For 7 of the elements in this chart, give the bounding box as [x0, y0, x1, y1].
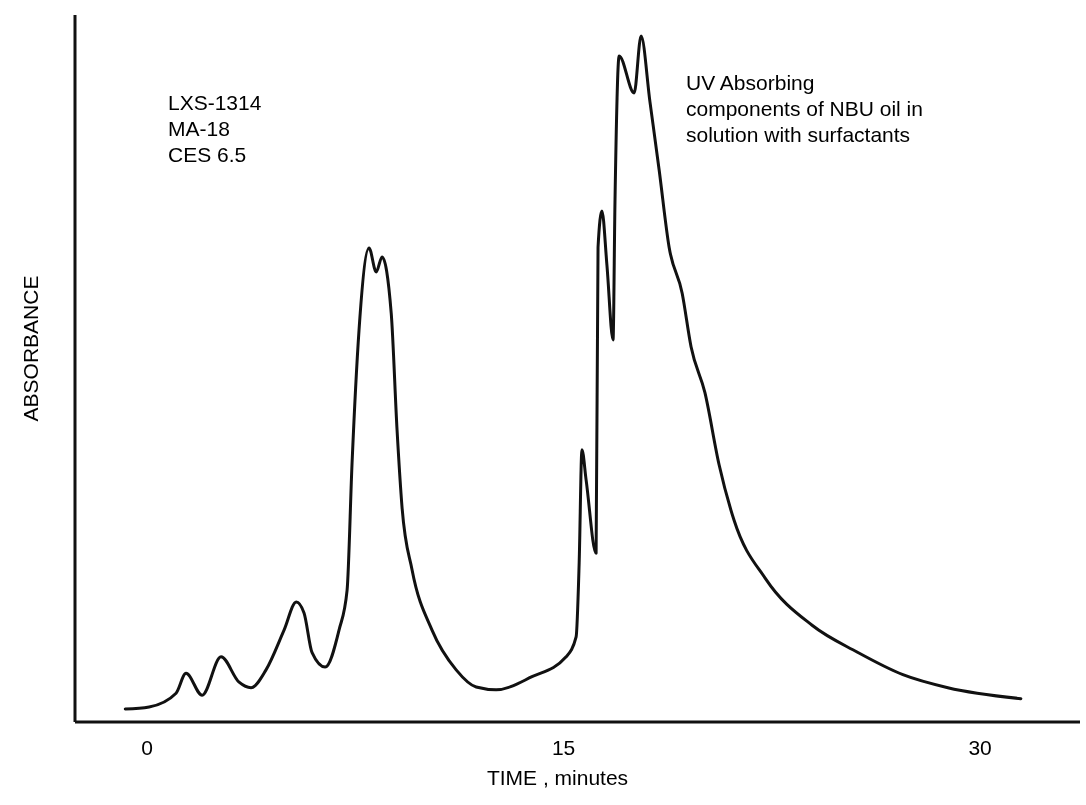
annotation: LXS-1314 MA-18 CES 6.5 [168, 91, 262, 166]
x-axis-title: TIME , minutes [486, 766, 629, 789]
annotation: UV Absorbing components of NBU oil in solution with surfactants [686, 71, 923, 146]
x-tick-label: 0 [141, 736, 154, 759]
x-tick-label: 15 [551, 736, 576, 759]
x-tick-label: 30 [968, 736, 992, 759]
y-axis-title: ABSORBANCE [19, 275, 42, 422]
